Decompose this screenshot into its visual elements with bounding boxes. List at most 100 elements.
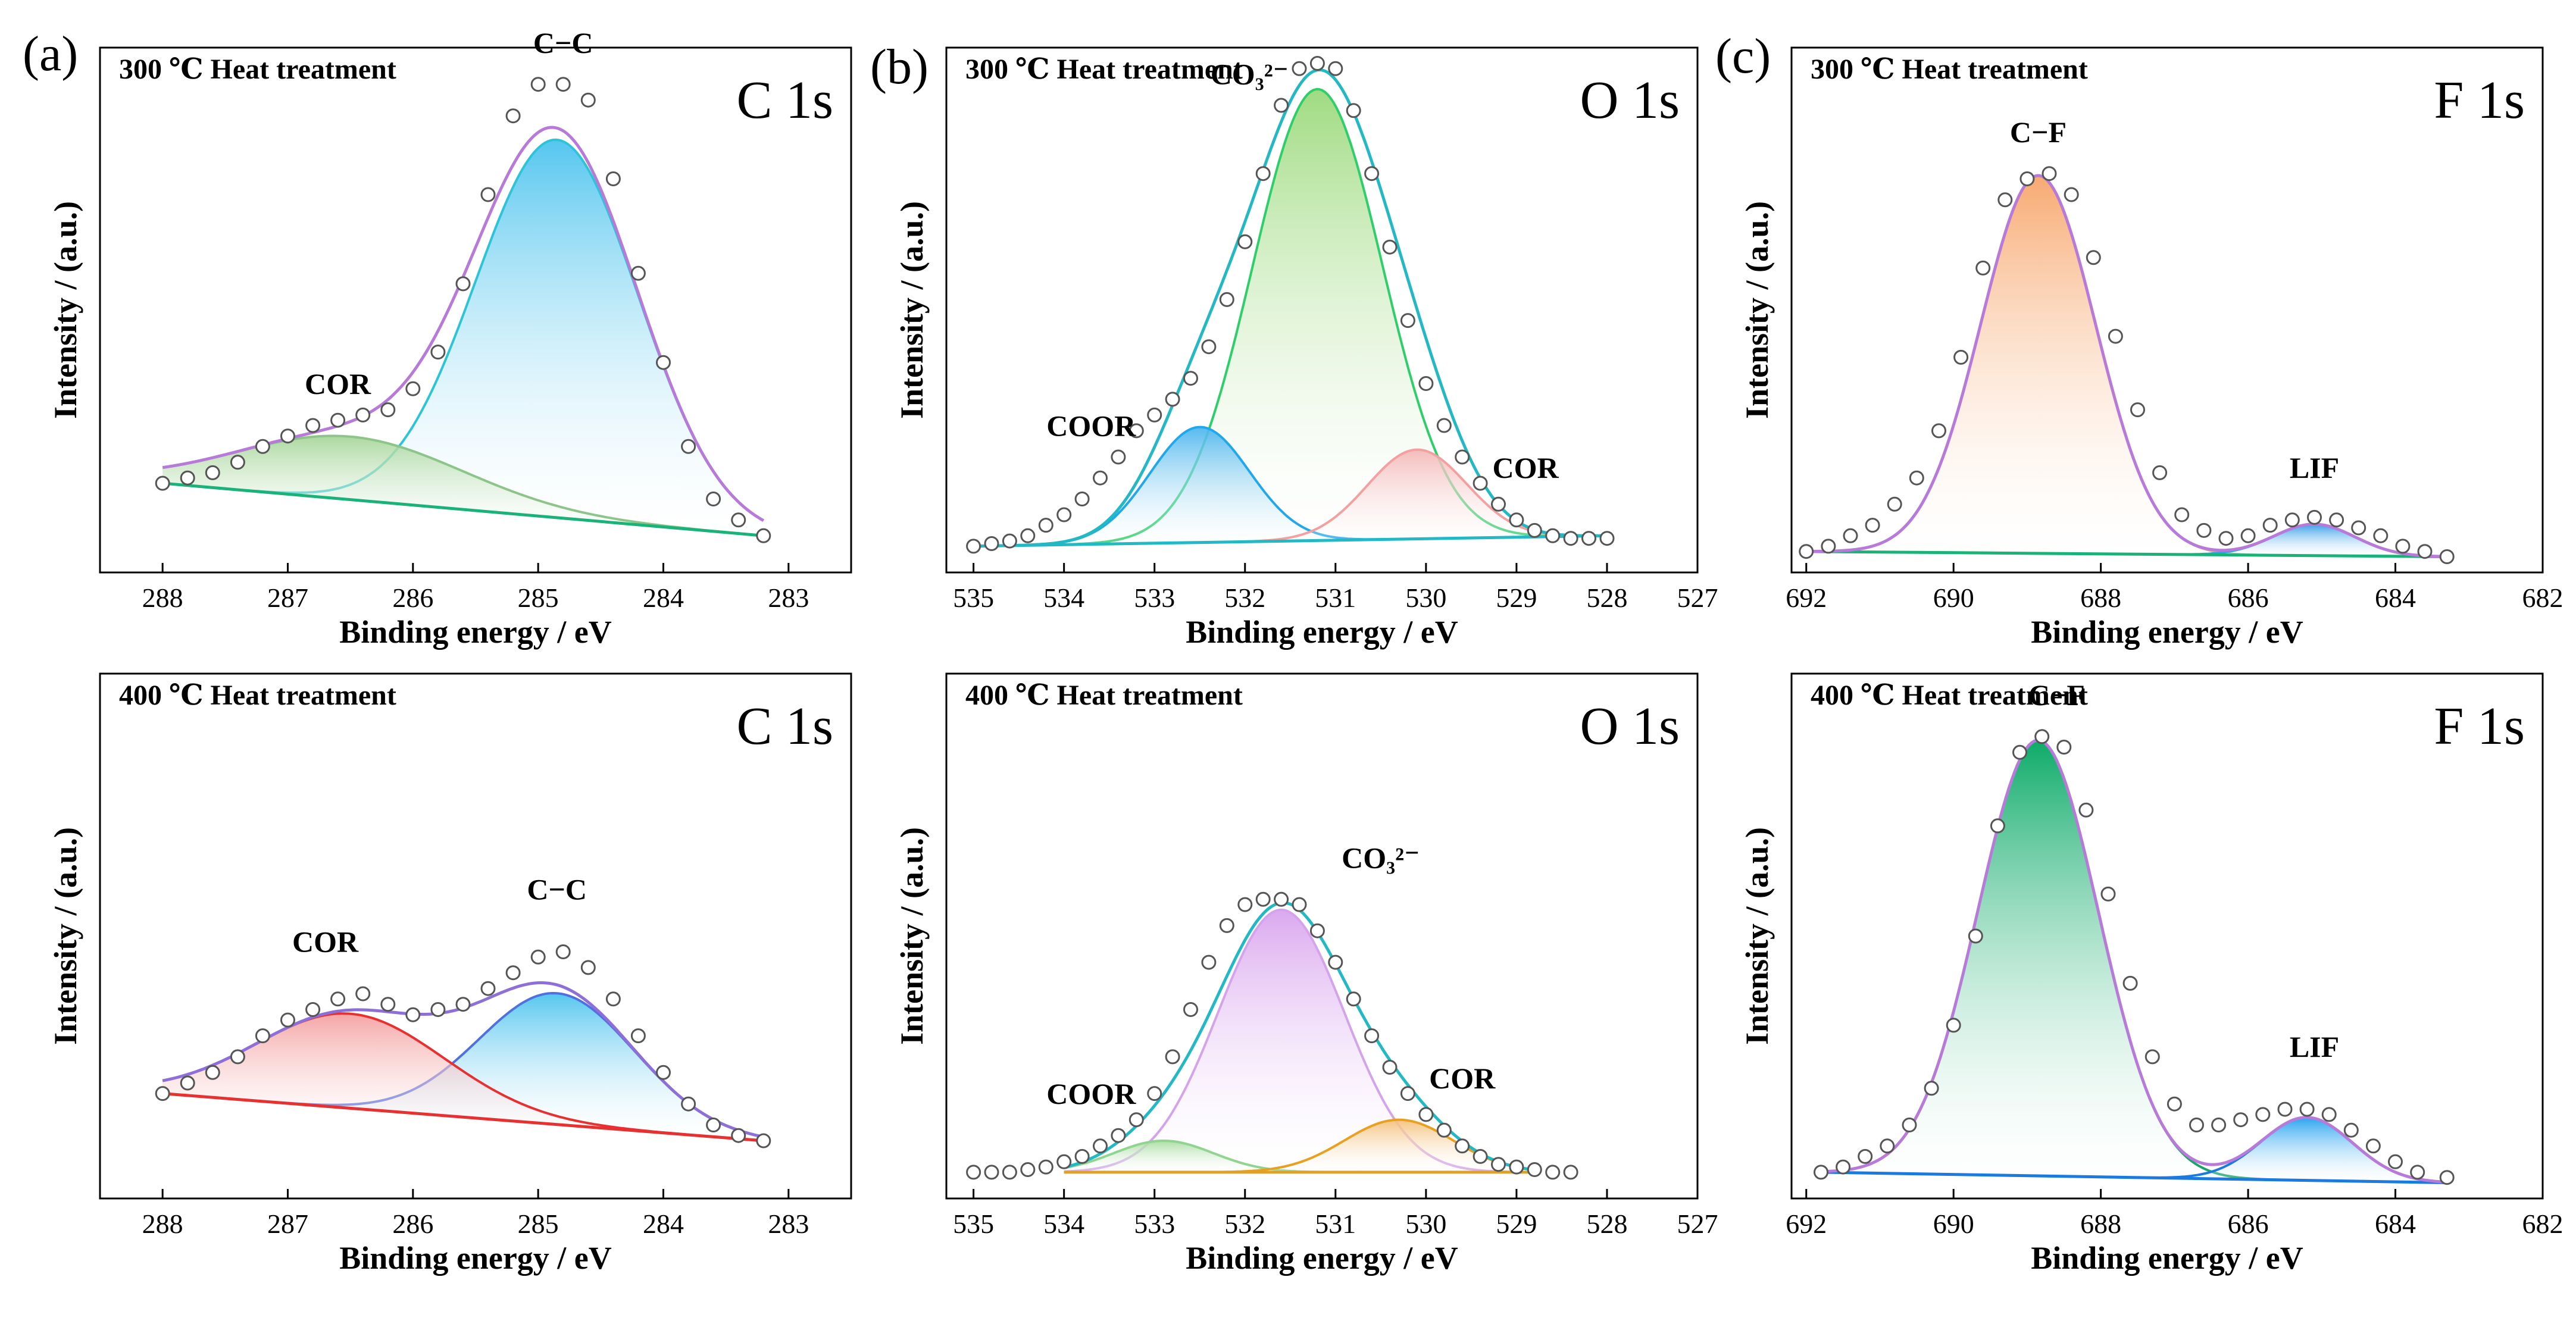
peak-label: C−F (2028, 678, 2085, 712)
data-point (1997, 192, 2013, 208)
peak-label: LIF (2290, 451, 2339, 484)
background-line (973, 534, 1607, 548)
x-tick-label: 535 (953, 583, 994, 613)
data-point (330, 991, 346, 1007)
data-point (2262, 518, 2278, 533)
data-point (380, 997, 396, 1012)
data-point (605, 991, 621, 1007)
data-point (1858, 1148, 1873, 1164)
data-point (1255, 166, 1271, 181)
x-tick-label: 684 (2375, 1209, 2416, 1239)
data-point (2388, 1154, 2403, 1169)
x-tick-label: 688 (2080, 1209, 2121, 1239)
chart-panel-b_top: 535 534 533 532 531 530 529 528 527 Binding energ… (894, 46, 1718, 650)
data-point (330, 412, 346, 428)
data-point (505, 965, 521, 981)
data-point (1455, 449, 1470, 465)
data-point (1056, 507, 1072, 522)
data-point (405, 381, 421, 396)
data-point (1836, 1159, 1851, 1175)
x-tick-label: 284 (643, 1209, 684, 1239)
data-point (966, 1165, 981, 1180)
data-point (1418, 376, 1434, 391)
data-point (2343, 1122, 2359, 1138)
y-axis-label: Intensity / (a.u.) (894, 827, 930, 1045)
data-point (355, 407, 371, 422)
data-point (2321, 1107, 2337, 1122)
panel-letter-a: (a) (23, 26, 78, 82)
data-point (1274, 891, 1289, 907)
plot-frame (945, 672, 1699, 1200)
x-axis-label: Binding energy / eV (339, 614, 612, 650)
data-point (555, 77, 571, 92)
data-point (1274, 98, 1289, 113)
data-point (1201, 954, 1217, 970)
data-point (1418, 1107, 1434, 1122)
core-level-label: O 1s (1580, 71, 1680, 130)
data-point (1909, 470, 1924, 486)
data-point (2417, 544, 2433, 559)
data-point (1165, 392, 1180, 407)
data-point (230, 455, 245, 470)
y-axis-label: Intensity / (a.u.) (1739, 201, 1775, 419)
data-point (2189, 1118, 2204, 1132)
data-point (380, 402, 396, 418)
peak-label: CO₃²⁻ (1211, 58, 1289, 91)
x-tick-label: 527 (1677, 1209, 1718, 1239)
data-point (2410, 1165, 2425, 1180)
data-point (1527, 1162, 1542, 1177)
data-point (1201, 339, 1217, 355)
data-point (1382, 239, 1398, 255)
data-point (2439, 1170, 2455, 1185)
data-point (1968, 928, 1983, 944)
data-point (1074, 1148, 1090, 1164)
data-point (1364, 1028, 1380, 1044)
data-point (1990, 818, 2005, 834)
data-point (1165, 1049, 1180, 1065)
data-point (2307, 509, 2322, 525)
data-point (1093, 1138, 1108, 1154)
x-tick-label: 528 (1586, 583, 1627, 613)
x-tick-label: 682 (2522, 1209, 2564, 1239)
x-tick-label: 529 (1496, 583, 1537, 613)
data-point (2144, 1049, 2160, 1065)
data-point (2351, 520, 2366, 536)
component-fill-1 (1064, 1141, 1535, 1172)
data-point (205, 465, 220, 480)
peak-label: COR (305, 367, 371, 400)
chart-title: 300 ℃ Heat treatment (119, 54, 396, 85)
data-point (1880, 1138, 1895, 1154)
data-point (1975, 260, 1991, 276)
data-point (1255, 891, 1271, 907)
data-point (2277, 1101, 2293, 1117)
data-point (1111, 1128, 1126, 1143)
data-point (681, 1096, 696, 1112)
data-point (656, 355, 671, 370)
data-point (1946, 1018, 1961, 1033)
data-point (1020, 1162, 1036, 1177)
data-point (2152, 465, 2168, 480)
data-point (1147, 1086, 1162, 1101)
x-tick-label: 682 (2522, 583, 2564, 613)
data-point (1821, 539, 1836, 554)
peak-label: CO₃²⁻ (1342, 841, 1420, 874)
background-line (162, 1092, 764, 1143)
background-line (162, 481, 764, 537)
data-point (180, 1075, 195, 1091)
data-point (280, 428, 295, 444)
data-point (630, 265, 646, 281)
data-point (1491, 1157, 1506, 1172)
data-point (1436, 418, 1452, 433)
chart-panel-b_bottom: 535 534 533 532 531 530 529 528 527 Binding energ… (894, 672, 1718, 1276)
data-point (2299, 1101, 2315, 1117)
data-point (1545, 1165, 1561, 1180)
data-point (580, 960, 596, 975)
data-point (505, 108, 521, 124)
data-point (1309, 923, 1325, 938)
data-point (1309, 56, 1325, 71)
data-point (2218, 531, 2234, 546)
x-axis-label: Binding energy / eV (1186, 1240, 1458, 1276)
data-point (1509, 1159, 1524, 1175)
x-tick-label: 531 (1315, 1209, 1356, 1239)
x-tick-label: 530 (1405, 583, 1446, 613)
